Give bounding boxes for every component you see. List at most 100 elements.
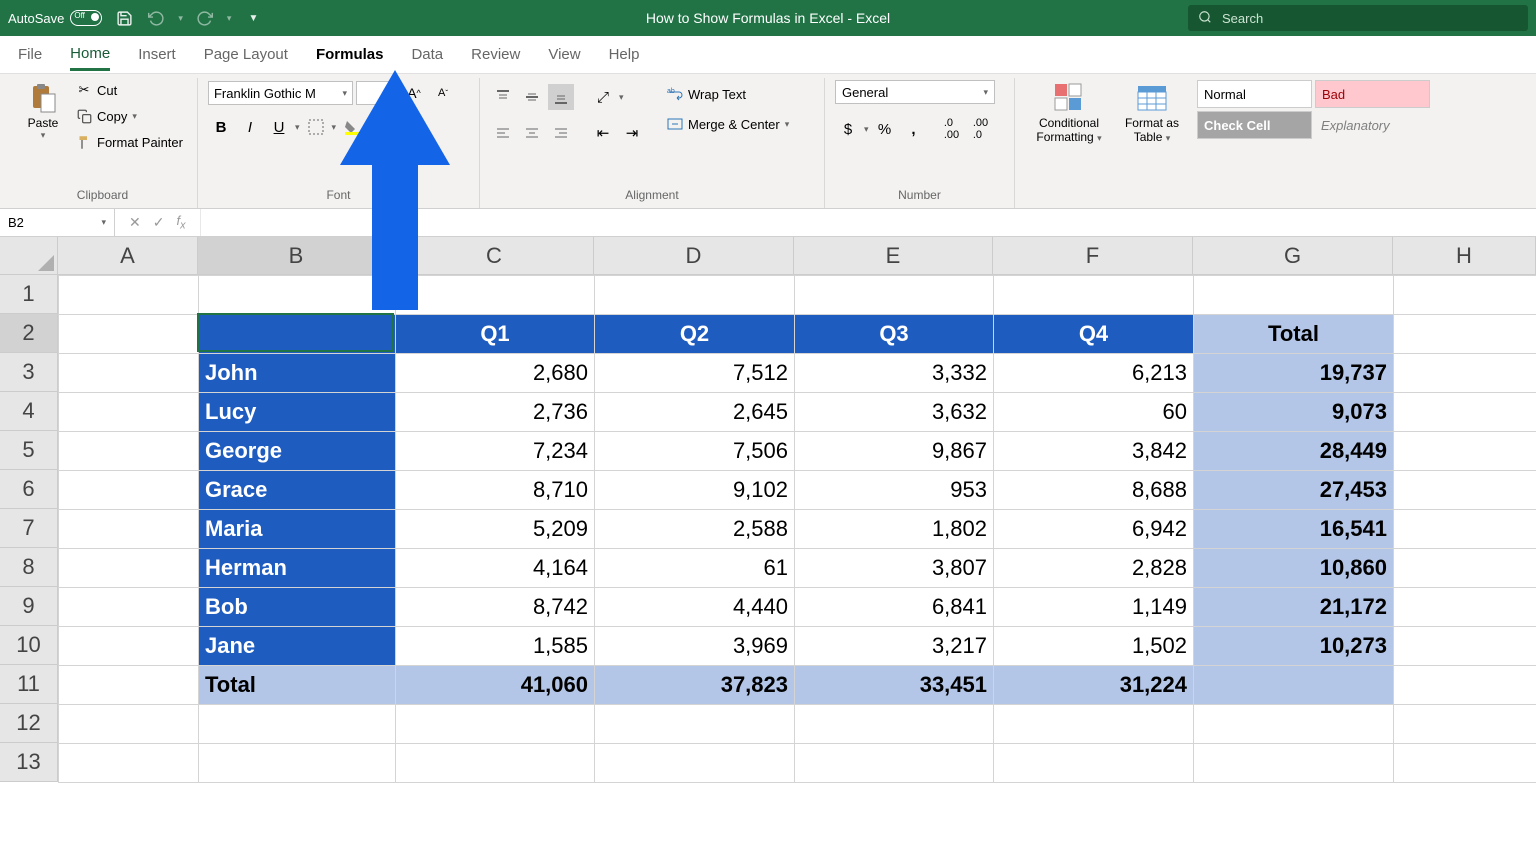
cells-area[interactable]: Q1Q2Q3Q4TotalJohn2,6807,5123,3326,21319,… — [58, 275, 1536, 783]
cell[interactable]: 31,224 — [994, 666, 1194, 705]
cell[interactable]: 1,502 — [994, 627, 1194, 666]
cell[interactable]: 2,736 — [396, 393, 595, 432]
cell[interactable]: 4,164 — [396, 549, 595, 588]
conditional-formatting-button[interactable]: ConditionalFormatting ▾ — [1025, 80, 1113, 146]
cell[interactable] — [994, 744, 1194, 783]
cell[interactable] — [396, 744, 595, 783]
cell[interactable]: 9,102 — [595, 471, 795, 510]
tab-view[interactable]: View — [548, 40, 580, 69]
cell[interactable] — [199, 315, 396, 354]
merge-center-button[interactable]: Merge & Center ▾ — [663, 114, 793, 134]
number-format-combo[interactable]: General▾ — [835, 80, 995, 104]
underline-dropdown[interactable]: ▾ — [295, 122, 300, 133]
row-header-12[interactable]: 12 — [0, 704, 58, 743]
cell[interactable]: 6,841 — [795, 588, 994, 627]
row-header-5[interactable]: 5 — [0, 431, 58, 470]
undo-icon[interactable] — [146, 8, 166, 28]
cell[interactable]: 60 — [994, 393, 1194, 432]
cell[interactable]: 33,451 — [795, 666, 994, 705]
italic-button[interactable]: I — [237, 114, 263, 140]
cell[interactable] — [59, 315, 199, 354]
align-top-icon[interactable] — [490, 84, 516, 110]
cell[interactable]: Maria — [199, 510, 396, 549]
cell[interactable] — [595, 705, 795, 744]
cell[interactable] — [1394, 705, 1536, 744]
row-header-4[interactable]: 4 — [0, 392, 58, 431]
cell[interactable] — [595, 276, 795, 315]
name-box[interactable]: B2 ▾ — [0, 209, 115, 236]
bold-button[interactable]: B — [208, 114, 234, 140]
save-icon[interactable] — [114, 8, 134, 28]
border-dropdown[interactable]: ▾ — [332, 122, 337, 133]
cell[interactable] — [795, 705, 994, 744]
align-bottom-icon[interactable] — [548, 84, 574, 110]
cell[interactable] — [59, 744, 199, 783]
cell[interactable] — [1394, 510, 1536, 549]
cell[interactable] — [994, 276, 1194, 315]
cell[interactable]: 2,588 — [595, 510, 795, 549]
cell[interactable]: 4,440 — [595, 588, 795, 627]
orientation-icon[interactable]: ⤢ — [590, 84, 616, 110]
cell[interactable] — [1394, 354, 1536, 393]
style-check-cell[interactable]: Check Cell — [1197, 111, 1312, 139]
fx-icon[interactable]: fx — [176, 213, 185, 232]
tab-review[interactable]: Review — [471, 40, 520, 69]
cell[interactable]: 3,807 — [795, 549, 994, 588]
currency-dropdown[interactable]: ▾ — [864, 124, 869, 135]
column-header-F[interactable]: F — [993, 237, 1193, 275]
cell[interactable]: 28,449 — [1194, 432, 1394, 471]
cell[interactable] — [59, 627, 199, 666]
cell[interactable] — [396, 705, 595, 744]
style-bad[interactable]: Bad — [1315, 80, 1430, 108]
cell[interactable]: 1,802 — [795, 510, 994, 549]
cell[interactable]: 8,688 — [994, 471, 1194, 510]
copy-dropdown[interactable]: ▾ — [132, 111, 137, 122]
cell[interactable]: Grace — [199, 471, 396, 510]
row-header-13[interactable]: 13 — [0, 743, 58, 782]
increase-indent-icon[interactable]: ⇥ — [619, 120, 645, 146]
style-explanatory[interactable]: Explanatory — [1315, 111, 1430, 139]
undo-dropdown[interactable]: ▾ — [178, 13, 183, 24]
cut-button[interactable]: ✂ Cut — [72, 80, 187, 100]
cell[interactable] — [59, 471, 199, 510]
wrap-text-button[interactable]: ab Wrap Text — [663, 84, 793, 104]
cell[interactable]: John — [199, 354, 396, 393]
cell[interactable]: 2,645 — [595, 393, 795, 432]
tab-page-layout[interactable]: Page Layout — [204, 40, 288, 69]
column-header-H[interactable]: H — [1393, 237, 1536, 275]
paste-dropdown[interactable]: ▾ — [41, 130, 46, 141]
row-header-6[interactable]: 6 — [0, 470, 58, 509]
cell[interactable]: 6,942 — [994, 510, 1194, 549]
copy-button[interactable]: Copy ▾ — [72, 106, 187, 126]
decrease-decimal-icon[interactable]: .00.0 — [968, 116, 994, 142]
row-header-2[interactable]: 2 — [0, 314, 58, 353]
cell[interactable]: 953 — [795, 471, 994, 510]
cell[interactable]: 19,737 — [1194, 354, 1394, 393]
cell[interactable]: 10,860 — [1194, 549, 1394, 588]
cell[interactable] — [795, 744, 994, 783]
border-button[interactable] — [303, 114, 329, 140]
cell[interactable] — [59, 666, 199, 705]
column-header-D[interactable]: D — [594, 237, 794, 275]
cell[interactable]: Q2 — [595, 315, 795, 354]
cell[interactable]: 7,234 — [396, 432, 595, 471]
cell[interactable] — [1394, 276, 1536, 315]
cell[interactable]: 27,453 — [1194, 471, 1394, 510]
cell[interactable]: 1,585 — [396, 627, 595, 666]
redo-dropdown[interactable]: ▾ — [227, 13, 232, 24]
cell[interactable]: 61 — [595, 549, 795, 588]
cell[interactable]: 9,073 — [1194, 393, 1394, 432]
cell[interactable]: Q4 — [994, 315, 1194, 354]
paste-button[interactable]: Paste ▾ — [18, 80, 68, 143]
row-header-11[interactable]: 11 — [0, 665, 58, 704]
cell[interactable] — [59, 705, 199, 744]
cell[interactable]: 3,969 — [595, 627, 795, 666]
format-painter-button[interactable]: Format Painter — [72, 132, 187, 152]
cell[interactable] — [1394, 549, 1536, 588]
cell[interactable]: Herman — [199, 549, 396, 588]
customize-qat-icon[interactable]: ▼ — [243, 8, 263, 28]
cell[interactable] — [1194, 666, 1394, 705]
cell[interactable] — [59, 588, 199, 627]
column-header-A[interactable]: A — [58, 237, 198, 275]
tab-home[interactable]: Home — [70, 39, 110, 71]
